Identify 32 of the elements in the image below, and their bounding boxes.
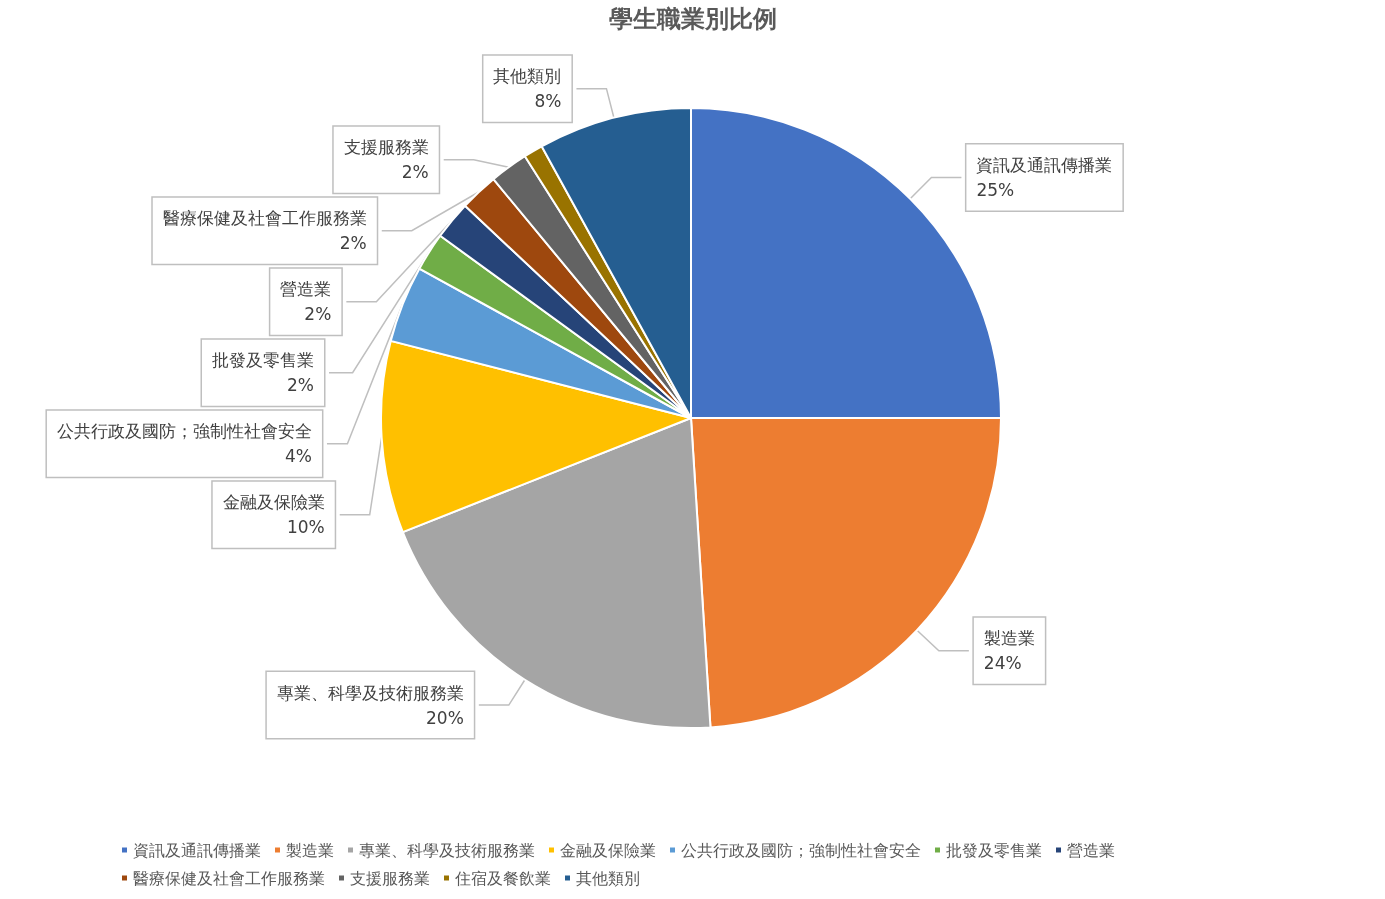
slice-label: 製造業 [983,628,1035,649]
slice-label: 醫療保健及社會工作服務業 [162,208,367,229]
slice-label: 營造業 [280,279,332,300]
slice-label: 公共行政及國防；強制性社會安全 [56,421,312,442]
legend-label: 醫療保健及社會工作服務業 [133,868,325,888]
data-label: 25% [976,180,1015,201]
legend-label: 專業、科學及技術服務業 [359,840,535,860]
data-label: 2% [339,233,367,254]
legend-label: 批發及零售業 [946,840,1042,860]
data-label: 4% [284,446,312,467]
slice-label: 批發及零售業 [212,350,315,371]
legend-label: 營造業 [1067,840,1115,860]
slice-label: 專業、科學及技術服務業 [276,682,464,703]
legend-label: 資訊及通訊傳播業 [133,840,261,860]
legend-label: 公共行政及國防；強制性社會安全 [681,840,921,860]
chart-title: 學生職業別比例 [608,5,777,33]
data-label: 2% [287,375,315,396]
data-label: 10% [286,517,325,538]
data-label: 20% [426,707,464,728]
slice-label: 資訊及通訊傳播業 [976,155,1113,176]
slice-label: 其他類別 [493,66,562,87]
slice-label: 支援服務業 [343,137,429,158]
legend-label: 支援服務業 [350,868,430,888]
slice-label: 金融及保險業 [222,492,325,513]
data-label: 2% [304,304,332,325]
legend-label: 其他類別 [576,868,640,888]
data-label: 8% [534,91,562,112]
data-label: 2% [401,162,429,183]
legend-label: 住宿及餐飲業 [454,868,551,888]
data-label: 24% [983,653,1022,674]
legend-label: 金融及保險業 [560,840,656,860]
legend-label: 製造業 [286,840,334,860]
